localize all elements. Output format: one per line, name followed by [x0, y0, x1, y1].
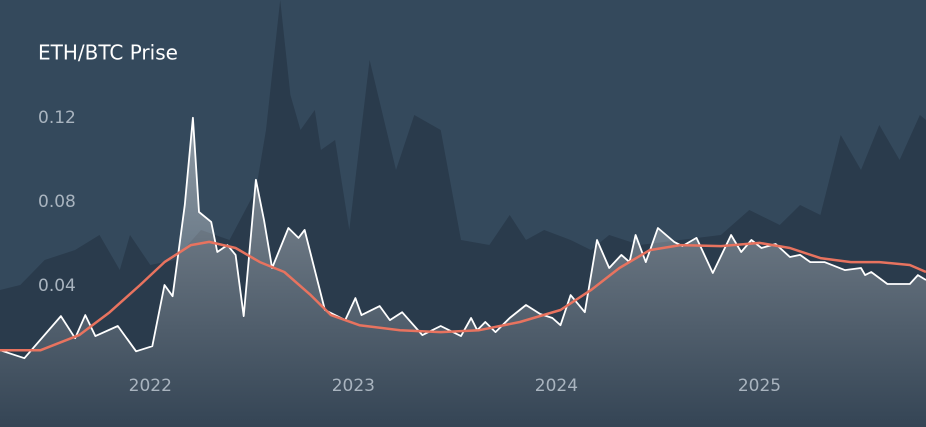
y-tick-label: 0.08 — [38, 192, 76, 212]
chart-title: ETH/BTC Prise — [38, 41, 178, 65]
x-tick-label: 2022 — [129, 376, 172, 396]
x-tick-label: 2025 — [738, 376, 781, 396]
y-tick-label: 0.12 — [38, 108, 76, 128]
area — [0, 117, 926, 427]
x-tick-label: 2024 — [535, 376, 578, 396]
line — [0, 240, 926, 352]
x-tick-label: 2023 — [332, 376, 375, 396]
y-tick-label: 0.04 — [38, 276, 76, 296]
